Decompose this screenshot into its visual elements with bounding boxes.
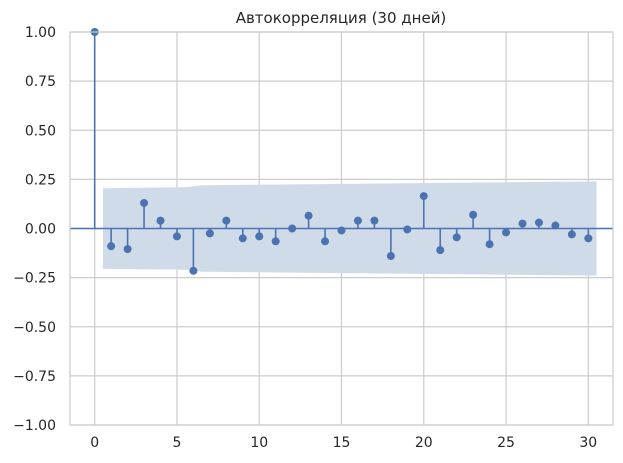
plot-border <box>69 31 614 426</box>
data-point <box>485 240 494 249</box>
data-point <box>353 216 362 225</box>
data-point <box>123 245 132 254</box>
data-point <box>403 225 412 234</box>
data-point <box>370 216 379 225</box>
x-tick-label: 15 <box>333 435 351 451</box>
y-tick-label: −0.50 <box>13 320 56 336</box>
y-tick-label: −0.75 <box>13 369 56 385</box>
data-point <box>238 234 247 243</box>
data-point <box>518 219 527 228</box>
data-point <box>304 211 313 220</box>
x-tick-label: 10 <box>250 435 268 451</box>
x-tick-label: 30 <box>579 435 597 451</box>
data-point <box>189 266 198 275</box>
data-point <box>584 234 593 243</box>
data-point <box>551 221 560 230</box>
x-tick-label: 0 <box>90 435 99 451</box>
data-point <box>337 226 346 235</box>
y-tick-label: 0.50 <box>25 123 56 139</box>
data-point <box>436 246 445 255</box>
chart-title: Автокорреляция (30 дней) <box>236 9 447 27</box>
markers <box>90 28 593 275</box>
data-point <box>205 229 214 238</box>
data-point <box>321 237 330 246</box>
data-point <box>107 242 116 251</box>
data-point <box>567 230 576 239</box>
y-tick-label: 0.00 <box>25 222 56 238</box>
y-tick-label: −0.25 <box>13 271 56 287</box>
y-tick-label: 0.75 <box>25 74 56 90</box>
data-point <box>534 218 543 227</box>
data-point <box>156 216 165 225</box>
data-point <box>419 192 428 201</box>
data-point <box>452 233 461 242</box>
x-tick-label: 20 <box>415 435 433 451</box>
y-tick-label: 0.25 <box>25 172 56 188</box>
x-tick-label: 25 <box>497 435 515 451</box>
data-point <box>502 228 511 237</box>
y-axis-ticks: −1.00 −0.75 −0.50 −0.25 0.00 0.25 0.50 0.75 1.00 <box>13 25 56 434</box>
y-tick-label: 1.00 <box>25 25 56 41</box>
data-point <box>255 232 264 241</box>
data-point <box>386 252 395 261</box>
plot-frame <box>69 31 614 426</box>
y-tick-label: −1.00 <box>13 418 56 434</box>
data-point <box>222 216 231 225</box>
data-point <box>172 232 181 241</box>
data-point <box>288 224 297 233</box>
data-point <box>469 210 478 219</box>
x-tick-label: 5 <box>172 435 181 451</box>
x-axis-ticks: 0 5 10 15 20 25 30 <box>90 435 597 451</box>
data-point <box>140 198 149 207</box>
plot-area <box>69 28 614 426</box>
data-point <box>271 237 280 246</box>
